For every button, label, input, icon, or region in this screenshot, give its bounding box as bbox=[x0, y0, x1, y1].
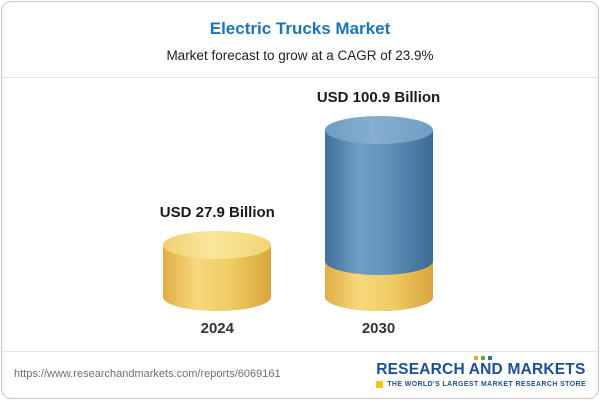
logo-dot-blue-icon bbox=[488, 355, 493, 360]
logo-pixel-dots-icon bbox=[474, 355, 493, 360]
bar-2024-top-ellipse bbox=[163, 231, 272, 259]
value-label-2024: USD 27.9 Billion bbox=[159, 204, 275, 221]
chart-subtitle: Market forecast to grow at a CAGR of 23.… bbox=[166, 48, 434, 63]
bar-2030 bbox=[324, 116, 433, 311]
bar-2024 bbox=[163, 231, 272, 311]
logo-tagline: THE WORLD'S LARGEST MARKET RESEARCH STOR… bbox=[376, 380, 586, 388]
logo-tagline-text: THE WORLD'S LARGEST MARKET RESEARCH STOR… bbox=[387, 380, 586, 388]
report-url-link[interactable]: https://www.researchandmarkets.com/repor… bbox=[14, 368, 281, 380]
chart-header: Electric Trucks Market Market forecast t… bbox=[2, 2, 598, 78]
bar-2030-seam bbox=[324, 247, 433, 275]
research-and-markets-logo: RESEARCH AND MARKETS THE WORLD'S LARGEST… bbox=[376, 355, 586, 388]
chart-title: Electric Trucks Market bbox=[209, 19, 391, 38]
bar-2030-base-band bbox=[324, 247, 433, 311]
logo-yellow-square-icon bbox=[376, 380, 384, 388]
logo-dot-green-icon bbox=[481, 355, 486, 360]
value-label-2030: USD 100.9 Billion bbox=[316, 89, 441, 106]
category-label-2030: 2030 bbox=[361, 320, 396, 337]
category-label-2024: 2024 bbox=[200, 320, 234, 337]
logo-wordmark: RESEARCH AND MARKETS bbox=[376, 360, 586, 378]
bar-group-2024: USD 27.9 Billion 2024 bbox=[160, 204, 275, 337]
header-divider bbox=[2, 77, 598, 78]
bar-2030-body bbox=[324, 130, 433, 311]
plot-area: USD 27.9 Billion 2024 USD 100.9 Billion … bbox=[2, 78, 598, 351]
bar-group-2030: USD 100.9 Billion 2030 bbox=[317, 89, 440, 337]
logo-dot-orange-icon bbox=[474, 355, 479, 360]
bar-2030-top-ellipse bbox=[324, 116, 433, 144]
footer: https://www.researchandmarkets.com/repor… bbox=[2, 351, 598, 398]
